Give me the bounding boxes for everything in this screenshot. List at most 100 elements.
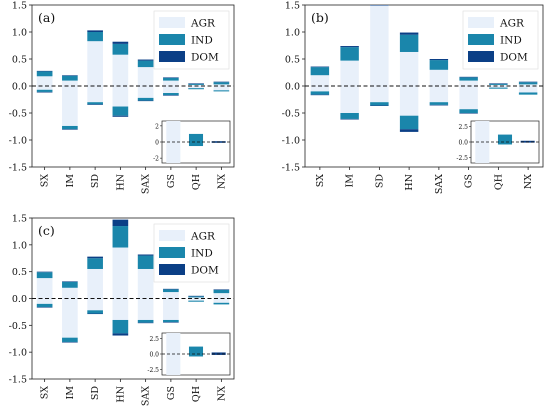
bar-dom-positive [163, 288, 179, 290]
bar-dom-positive [188, 295, 204, 297]
x-tick-label: SD [90, 174, 101, 189]
y-tick-label: -0.5 [9, 321, 27, 332]
bar-dom-negative [340, 118, 359, 120]
bar-dom-positive [188, 83, 204, 84]
bar-ind-negative [429, 102, 449, 105]
y-tick-label: -0.5 [9, 109, 27, 120]
bar-ind-negative [213, 302, 230, 305]
bar-dom-positive [459, 76, 478, 78]
bar-agr-negative [62, 86, 78, 126]
x-tick-label: IM [65, 386, 76, 400]
bar-agr-negative [340, 86, 359, 113]
bar-dom-negative [87, 104, 103, 105]
x-tick-label: HN [404, 174, 415, 191]
panel-label: (b) [311, 10, 329, 25]
bar-agr-positive [87, 268, 103, 299]
bar-ind-positive [188, 296, 204, 298]
x-tick-label: NX [216, 174, 227, 189]
inset-y-tick-label: -2.5 [456, 155, 468, 162]
inset-chart: 2.5 0.0 -2.5 [147, 332, 231, 376]
bar-ind-positive [429, 60, 449, 70]
bar-agr-negative [489, 86, 508, 88]
legend-swatch [159, 51, 185, 62]
bar-ind-negative [370, 102, 389, 106]
bar-ind-positive [36, 272, 53, 279]
bar-agr-negative [87, 298, 103, 311]
bar-dom-negative [112, 115, 129, 117]
bar-ind-negative [459, 109, 478, 113]
x-tick-label: SD [90, 386, 101, 401]
bar-dom-positive [62, 281, 78, 282]
bar-agr-positive [213, 293, 230, 299]
bar-dom-negative [36, 307, 53, 308]
bar-ind-positive [213, 289, 230, 294]
bar-ind-negative [188, 88, 204, 90]
bar-ind-negative [62, 125, 78, 130]
panel-label: (c) [38, 223, 55, 238]
bar-ind-positive [62, 75, 78, 81]
legend-swatch [468, 51, 494, 62]
bar-agr-positive [62, 287, 78, 299]
bar-agr-negative [213, 298, 230, 303]
bar-dom-positive [213, 81, 230, 83]
legend-label: IND [191, 248, 213, 260]
bar-agr-negative [87, 86, 103, 103]
bar-ind-negative [163, 93, 179, 96]
bar-dom-positive [213, 289, 230, 290]
inset-y-tick-label: -2 [153, 156, 159, 163]
legend-label: DOM [191, 52, 219, 64]
bar-ind-negative [36, 89, 53, 92]
bar-ind-positive [489, 83, 508, 85]
x-tick-label: QH [191, 386, 202, 402]
y-tick-label: -1.0 [9, 136, 27, 147]
bar-ind-negative [87, 310, 103, 314]
bar-agr-negative [163, 86, 179, 94]
chart-panel: -1.5 -1.0 -0.5 0.0 0.5 1.0 1.5 SX IM SD HN SAX GS QH N… [9, 1, 235, 194]
bar-agr-negative [188, 86, 204, 89]
bar-ind-negative [518, 92, 538, 95]
bar-ind-negative [213, 90, 230, 92]
x-tick-label: NX [523, 174, 534, 189]
inset-bar-ind [188, 346, 204, 357]
y-tick-label: 0.5 [12, 55, 27, 66]
bar-dom-positive [62, 75, 78, 76]
x-tick-label: GS [166, 386, 177, 400]
bar-agr-negative [518, 86, 538, 93]
bar-ind-negative [489, 87, 508, 89]
bar-agr-negative [62, 298, 78, 338]
bar-ind-positive [62, 281, 78, 288]
x-tick-label: GS [166, 174, 177, 188]
bar-dom-positive [36, 70, 53, 72]
bar-agr-negative [213, 86, 230, 91]
bar-ind-negative [112, 106, 129, 116]
bar-dom-positive [370, 5, 389, 6]
y-tick-label: 0.0 [12, 294, 27, 305]
legend-label: AGR [190, 231, 216, 243]
bar-agr-positive [399, 51, 419, 86]
y-tick-label: 1.0 [12, 240, 27, 251]
bar-ind-positive [112, 43, 129, 55]
x-tick-label: SAX [141, 386, 152, 406]
legend-label: IND [500, 35, 522, 47]
bar-ind-positive [87, 258, 103, 269]
x-tick-label: SAX [141, 174, 152, 194]
inset-bar-ind [497, 134, 513, 145]
inset-y-tick-label: 0 [155, 140, 159, 147]
y-tick-label: 1.5 [285, 1, 300, 12]
x-tick-label: NX [216, 386, 227, 401]
bar-dom-positive [163, 77, 179, 78]
bar-dom-negative [459, 113, 478, 114]
x-tick-label: SD [374, 174, 385, 189]
y-tick-label: -1.5 [9, 163, 27, 174]
chart-panel: -1.5 -1.0 -0.5 0.0 0.5 1.0 1.5 SX IM SD HN SAX GS QH N… [282, 1, 544, 194]
bar-agr-negative [112, 86, 129, 107]
bar-dom-positive [112, 219, 129, 227]
bar-agr-positive [62, 80, 78, 86]
legend-swatch [468, 17, 494, 28]
bar-ind-negative [399, 115, 419, 130]
x-tick-label: IM [65, 174, 76, 188]
bar-dom-positive [429, 59, 449, 61]
bar-dom-negative [163, 95, 179, 96]
bar-dom-positive [112, 41, 129, 44]
